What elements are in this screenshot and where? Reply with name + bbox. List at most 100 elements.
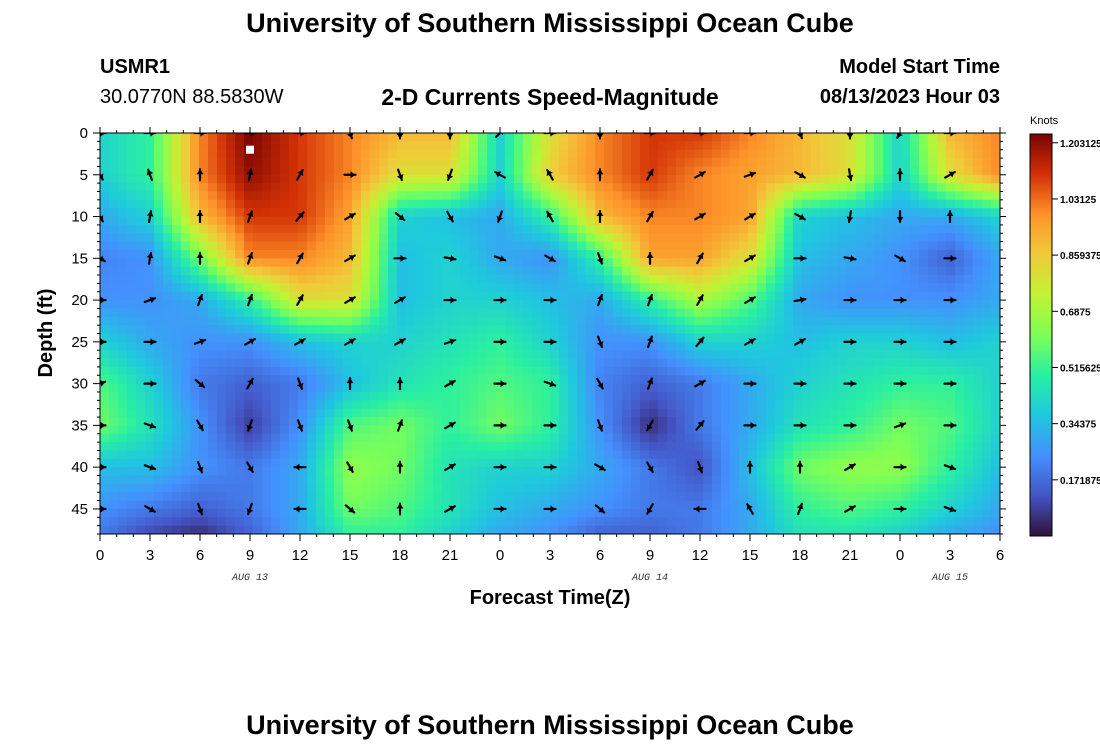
current-arrow — [344, 212, 356, 221]
heatmap-cell — [811, 425, 821, 435]
heatmap-cell — [793, 458, 803, 468]
heatmap-cell — [298, 149, 308, 159]
heatmap-cell — [523, 166, 533, 176]
heatmap-cell — [163, 400, 173, 410]
heatmap-cell — [100, 325, 110, 335]
heatmap-cell — [262, 166, 272, 176]
heatmap-cell — [730, 258, 740, 268]
heatmap-cell — [712, 283, 722, 293]
heatmap-cell — [838, 341, 848, 351]
heatmap-cell — [532, 199, 542, 209]
heatmap-cell — [244, 525, 254, 534]
heatmap-cell — [892, 517, 902, 527]
heatmap-cell — [397, 208, 407, 218]
heatmap-cell — [559, 249, 569, 259]
heatmap-cell — [865, 216, 875, 226]
heatmap-cell — [145, 408, 155, 418]
heatmap-cell — [460, 283, 470, 293]
current-arrow — [193, 338, 207, 345]
heatmap-cell — [478, 333, 488, 343]
heatmap-cell — [541, 291, 551, 301]
heatmap-cell — [451, 333, 461, 343]
heatmap-cell — [604, 467, 614, 477]
heatmap-cell — [766, 224, 776, 234]
heatmap-cell — [757, 483, 767, 493]
heatmap-cell — [325, 408, 335, 418]
heatmap-cell — [802, 216, 812, 226]
current-arrow — [744, 254, 756, 263]
heatmap-cell — [613, 508, 623, 518]
heatmap-cell — [541, 174, 551, 184]
heatmap-cell — [271, 517, 281, 527]
heatmap-cell — [757, 216, 767, 226]
heatmap-cell — [667, 249, 677, 259]
heatmap-cell — [919, 149, 929, 159]
heatmap-cell — [190, 517, 200, 527]
heatmap-cell — [379, 266, 389, 276]
heatmap-cell — [235, 208, 245, 218]
heatmap-cell — [487, 300, 497, 310]
heatmap-cell — [991, 483, 1000, 493]
heatmap-cell — [352, 408, 362, 418]
heatmap-cell — [559, 216, 569, 226]
heatmap-cell — [703, 158, 713, 168]
heatmap-cell — [361, 216, 371, 226]
heatmap-cell — [847, 408, 857, 418]
heatmap-cell — [685, 133, 695, 142]
heatmap-cell — [955, 133, 965, 142]
heatmap-cell — [280, 308, 290, 318]
heatmap-cell — [838, 500, 848, 510]
heatmap-cell — [226, 241, 236, 251]
heatmap-cell — [154, 500, 164, 510]
heatmap-cell — [550, 467, 560, 477]
heatmap-cell — [973, 199, 983, 209]
heatmap-cell — [712, 467, 722, 477]
heatmap-cell — [154, 166, 164, 176]
heatmap-cell — [757, 174, 767, 184]
heatmap-cell — [334, 191, 344, 201]
heatmap-cell — [937, 417, 947, 426]
heatmap-cell — [514, 183, 524, 193]
heatmap-cell — [217, 517, 227, 527]
heatmap-cell — [937, 525, 947, 534]
heatmap-cell — [838, 191, 848, 201]
heatmap-cell — [343, 391, 353, 401]
heatmap-cell — [442, 458, 452, 468]
heatmap-cell — [613, 442, 623, 452]
heatmap-cell — [478, 199, 488, 209]
heatmap-cell — [469, 300, 479, 310]
heatmap-cell — [523, 241, 533, 251]
heatmap-cell — [415, 283, 425, 293]
heatmap-cell — [946, 475, 956, 485]
heatmap-cell — [982, 241, 992, 251]
heatmap-cell — [478, 400, 488, 410]
heatmap-cell — [181, 241, 191, 251]
heatmap-cell — [505, 525, 515, 534]
heatmap-cell — [901, 525, 911, 534]
heatmap-cell — [766, 316, 776, 326]
heatmap-cell — [532, 525, 542, 534]
heatmap-cell — [109, 133, 119, 142]
heatmap-cell — [991, 291, 1000, 301]
heatmap-cell — [388, 366, 398, 376]
heatmap-cell — [532, 433, 542, 443]
heatmap-cell — [271, 258, 281, 268]
heatmap-cell — [658, 492, 668, 502]
heatmap-cell — [739, 316, 749, 326]
heatmap-cell — [181, 500, 191, 510]
heatmap-cell — [532, 174, 542, 184]
heatmap-cell — [541, 500, 551, 510]
heatmap-cell — [514, 408, 524, 418]
heatmap-cell — [721, 241, 731, 251]
heatmap-cell — [253, 291, 263, 301]
heatmap-cell — [820, 141, 830, 151]
heatmap-cell — [865, 500, 875, 510]
heatmap-cell — [640, 333, 650, 343]
heatmap-cell — [721, 316, 731, 326]
heatmap-cell — [127, 383, 137, 393]
heatmap-cell — [199, 283, 209, 293]
heatmap-cell — [667, 149, 677, 159]
heatmap-cell — [388, 183, 398, 193]
heatmap-cell — [100, 224, 110, 234]
heatmap-cell — [181, 166, 191, 176]
